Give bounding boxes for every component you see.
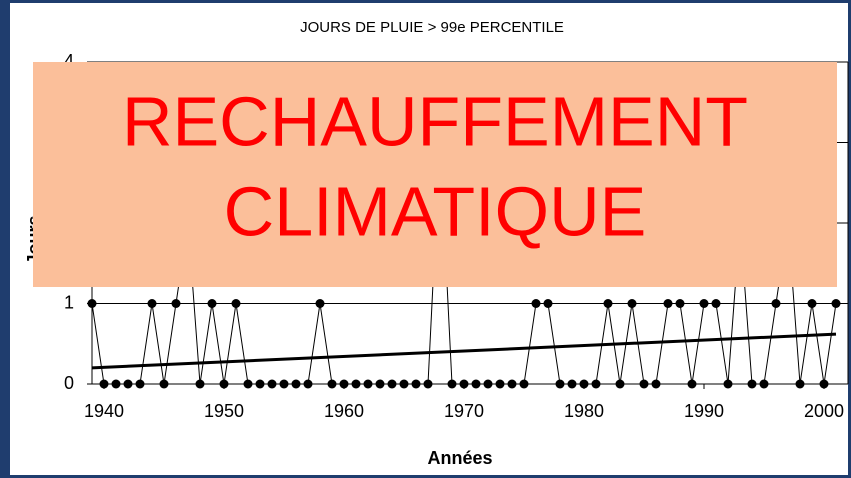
data-point [687,379,697,389]
data-point [303,379,313,389]
data-point [759,379,769,389]
x-axis-label: Années [427,448,492,468]
data-point [387,379,397,389]
data-point [159,379,169,389]
data-point [195,379,205,389]
data-point [291,379,301,389]
data-point [339,379,349,389]
x-tick-label: 1950 [204,401,244,421]
data-point [831,299,841,308]
data-point [723,379,733,389]
data-point [747,379,757,389]
x-tick-label: 1980 [564,401,604,421]
data-point [819,379,829,389]
x-tick-label: 1990 [684,401,724,421]
data-point [87,299,97,308]
data-point [243,379,253,389]
data-point [591,379,601,389]
x-tick-label: 1970 [444,401,484,421]
chart-title: JOURS DE PLUIE > 99e PERCENTILE [300,19,564,36]
data-point [771,299,781,308]
data-point [543,299,553,308]
data-point [423,379,433,389]
overlay-text: RECHAUFFEMENT [122,82,748,160]
data-point [603,299,613,308]
y-tick-label: 1 [64,292,74,312]
data-point [627,299,637,308]
data-point [111,379,121,389]
data-point [147,299,157,308]
data-point [567,379,577,389]
data-point [555,379,565,389]
data-point [531,299,541,308]
data-point [219,379,229,389]
data-point [315,299,325,308]
data-point [399,379,409,389]
data-point [267,379,277,389]
data-point [135,379,145,389]
data-point [375,379,385,389]
data-point [615,379,625,389]
data-point [363,379,373,389]
data-point [231,299,241,308]
data-point [795,379,805,389]
data-point [207,299,217,308]
trend-line [91,332,837,370]
data-point [807,299,817,308]
x-tick-label: 1960 [324,401,364,421]
data-point [123,379,133,389]
data-point [99,379,109,389]
data-point [411,379,421,389]
data-point [447,379,457,389]
data-point [699,299,709,308]
data-point [675,299,685,308]
y-tick-label: 4 [64,51,74,71]
overlay-box [33,62,837,287]
data-point [351,379,361,389]
data-point [579,379,589,389]
data-point [327,379,337,389]
data-point [171,299,181,308]
data-point [711,299,721,308]
data-point [471,379,481,389]
data-point [663,299,673,308]
data-point [519,379,529,389]
x-tick-label: 1940 [84,401,124,421]
data-point [279,379,289,389]
overlay-text: CLIMATIQUE [224,172,647,250]
x-tick-label: 2000 [804,401,844,421]
data-point [651,379,661,389]
data-point [507,379,517,389]
data-point [459,379,469,389]
y-tick-label: 0 [64,373,74,393]
data-point [483,379,493,389]
data-point [639,379,649,389]
data-point [255,379,265,389]
data-point [495,379,505,389]
